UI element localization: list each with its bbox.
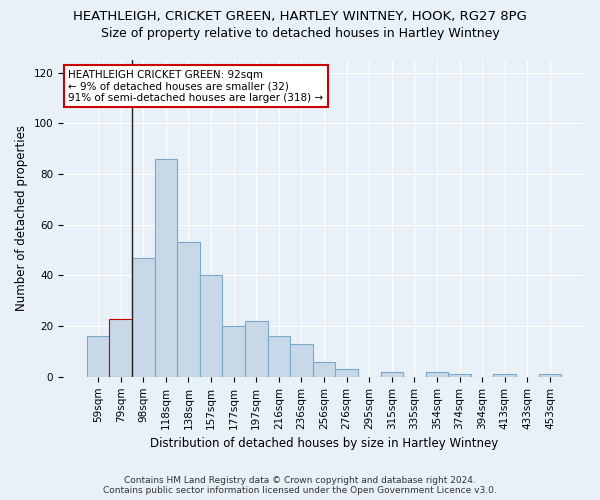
Bar <box>313 362 335 377</box>
Bar <box>87 336 109 377</box>
Text: Contains HM Land Registry data © Crown copyright and database right 2024.
Contai: Contains HM Land Registry data © Crown c… <box>103 476 497 495</box>
Bar <box>223 326 245 377</box>
Bar <box>245 321 268 377</box>
Bar <box>425 372 448 377</box>
Bar <box>539 374 561 377</box>
Bar <box>493 374 516 377</box>
Y-axis label: Number of detached properties: Number of detached properties <box>15 126 28 312</box>
Bar <box>109 318 132 377</box>
Bar <box>155 159 177 377</box>
Bar <box>380 372 403 377</box>
Bar <box>335 369 358 377</box>
Bar <box>132 258 155 377</box>
X-axis label: Distribution of detached houses by size in Hartley Wintney: Distribution of detached houses by size … <box>150 437 498 450</box>
Text: HEATHLEIGH, CRICKET GREEN, HARTLEY WINTNEY, HOOK, RG27 8PG: HEATHLEIGH, CRICKET GREEN, HARTLEY WINTN… <box>73 10 527 23</box>
Text: Size of property relative to detached houses in Hartley Wintney: Size of property relative to detached ho… <box>101 28 499 40</box>
Bar <box>448 374 471 377</box>
Bar <box>177 242 200 377</box>
Bar <box>200 276 223 377</box>
Text: HEATHLEIGH CRICKET GREEN: 92sqm
← 9% of detached houses are smaller (32)
91% of : HEATHLEIGH CRICKET GREEN: 92sqm ← 9% of … <box>68 70 323 102</box>
Bar <box>268 336 290 377</box>
Bar <box>290 344 313 377</box>
